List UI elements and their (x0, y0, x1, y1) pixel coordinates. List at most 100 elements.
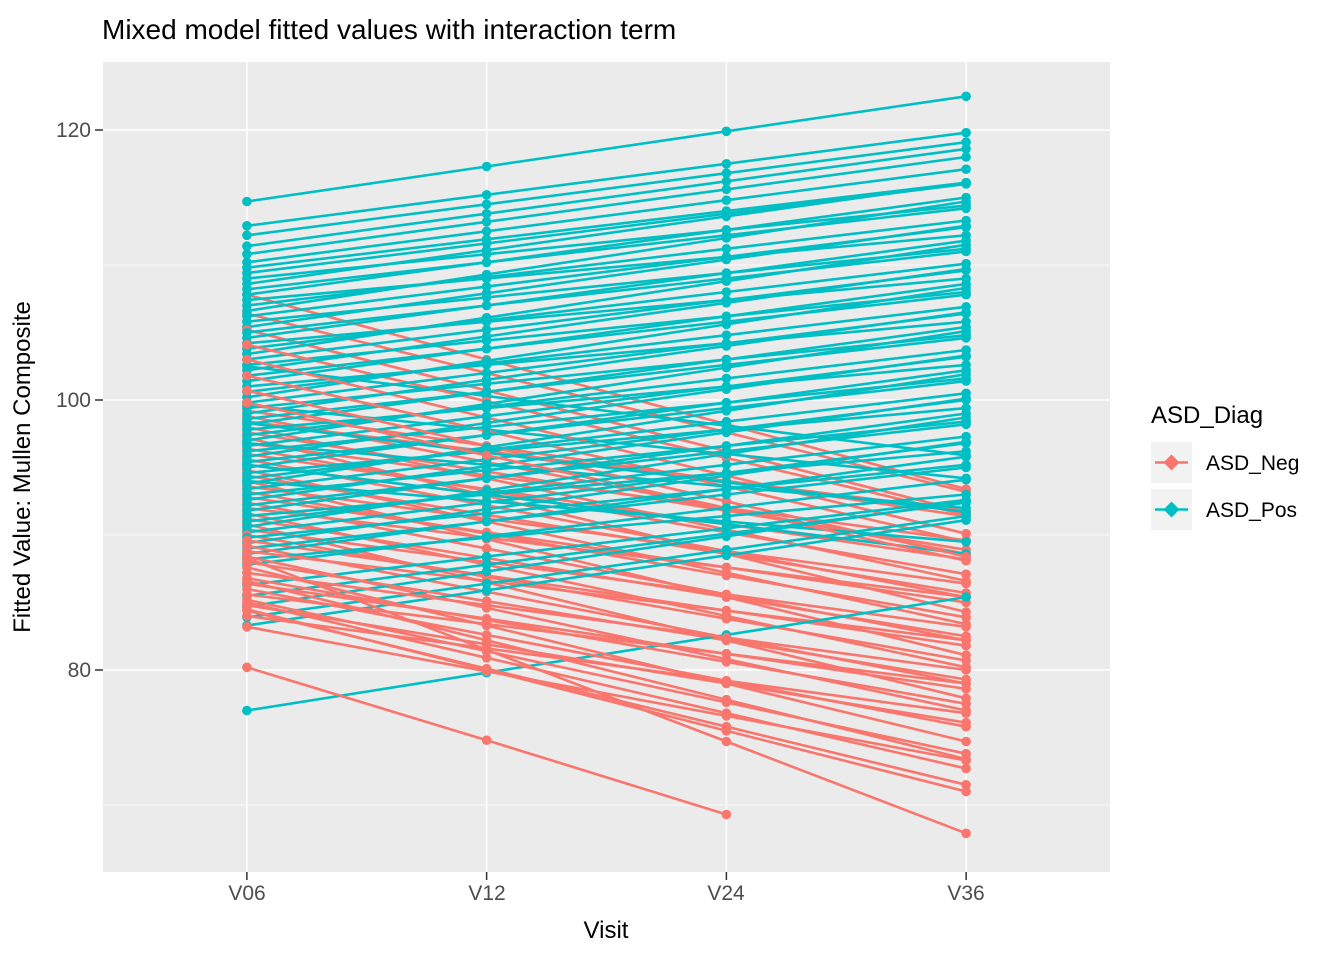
fitted-point (242, 622, 252, 632)
fitted-point (961, 412, 971, 423)
fitted-point (481, 161, 492, 172)
fitted-point (481, 461, 492, 472)
fitted-point (961, 164, 971, 174)
fitted-line (246, 593, 967, 685)
legend-label-asd-neg: ASD_Neg (1206, 452, 1299, 475)
fitted-point (721, 126, 732, 137)
fitted-line (246, 262, 967, 350)
legend-point-asd-neg (1163, 454, 1180, 471)
fitted-point (721, 632, 732, 643)
fitted-point (721, 254, 732, 265)
fitted-point (721, 649, 732, 659)
fitted-point (961, 91, 971, 102)
fitted-point (481, 217, 492, 227)
fitted-point (481, 497, 492, 508)
fitted-point (481, 551, 492, 562)
fitted-point (721, 406, 732, 416)
fitted-point (721, 233, 732, 243)
fitted-point (961, 350, 971, 361)
fitted-point (481, 585, 492, 596)
x-tick-label-v24: V24 (707, 882, 745, 905)
fitted-point (481, 325, 492, 335)
fitted-point (481, 619, 492, 629)
fitted-point (242, 221, 252, 231)
fitted-line (246, 392, 967, 480)
fitted-point (721, 276, 732, 287)
fitted-point (481, 735, 492, 745)
fitted-point (961, 665, 971, 675)
fitted-point (961, 203, 971, 214)
fitted-line (246, 450, 967, 518)
fitted-line (246, 250, 967, 334)
fitted-point (481, 531, 492, 542)
fitted-point (721, 311, 732, 322)
fitted-point (961, 462, 971, 473)
fitted-line (246, 566, 967, 743)
fitted-point (481, 473, 492, 484)
fitted-point (961, 437, 971, 447)
fitted-point (721, 268, 732, 278)
x-tick-label-v36: V36 (947, 882, 984, 905)
fitted-point (721, 159, 732, 169)
fitted-point (721, 211, 732, 222)
fitted-point (242, 662, 252, 673)
fitted-point (721, 195, 732, 205)
fitted-point (481, 288, 492, 299)
fitted-point (961, 537, 971, 547)
fitted-point (961, 152, 971, 162)
fitted-line (246, 200, 967, 313)
fitted-point (961, 474, 971, 485)
fitted-line (246, 286, 967, 399)
fitted-point (242, 339, 252, 350)
fitted-line (246, 549, 967, 642)
fitted-point (481, 238, 492, 249)
fitted-point (481, 653, 492, 663)
fitted-point (961, 127, 971, 138)
legend: ASD_Diag ASD_Neg ASD_Pos (1151, 402, 1299, 530)
fitted-point (961, 137, 971, 147)
fitted-point (721, 694, 732, 705)
fitted-point (721, 460, 732, 470)
fitted-point (721, 470, 732, 481)
fitted-point (721, 319, 732, 330)
fitted-line (246, 207, 967, 291)
fitted-line (246, 373, 967, 485)
fitted-line (246, 601, 967, 770)
fitted-point (721, 511, 732, 521)
fitted-point (721, 298, 732, 308)
fitted-point (961, 763, 971, 774)
fitted-point (721, 736, 732, 747)
fitted-point (961, 678, 971, 689)
fitted-point (481, 559, 492, 570)
fitted-line (246, 305, 967, 394)
fitted-point (481, 368, 492, 378)
fitted-point (481, 485, 492, 496)
fitted-line (246, 506, 967, 599)
fitted-point (481, 600, 492, 610)
fitted-point (721, 711, 732, 721)
fitted-point (961, 828, 971, 839)
fitted-line (246, 293, 967, 377)
fitted-point (961, 376, 971, 386)
fitted-point (961, 655, 971, 666)
fitted-point (721, 809, 732, 820)
fitted-point (481, 645, 492, 655)
fitted-line (246, 181, 967, 269)
fitted-point (961, 333, 971, 343)
fitted-point (961, 555, 971, 566)
fitted-point (721, 657, 732, 667)
fitted-point (961, 393, 971, 404)
fitted-point (481, 312, 492, 323)
fitted-point (721, 484, 732, 494)
fitted-point (721, 384, 732, 395)
fitted-line (246, 354, 967, 458)
fitted-line (246, 528, 967, 629)
fitted-line (246, 579, 967, 761)
fitted-line (246, 455, 967, 556)
fitted-point (961, 699, 971, 709)
fitted-point (242, 249, 252, 259)
fitted-point (481, 257, 492, 268)
fitted-point (242, 241, 252, 251)
fitted-point (721, 531, 732, 542)
fitted-point (721, 341, 732, 351)
